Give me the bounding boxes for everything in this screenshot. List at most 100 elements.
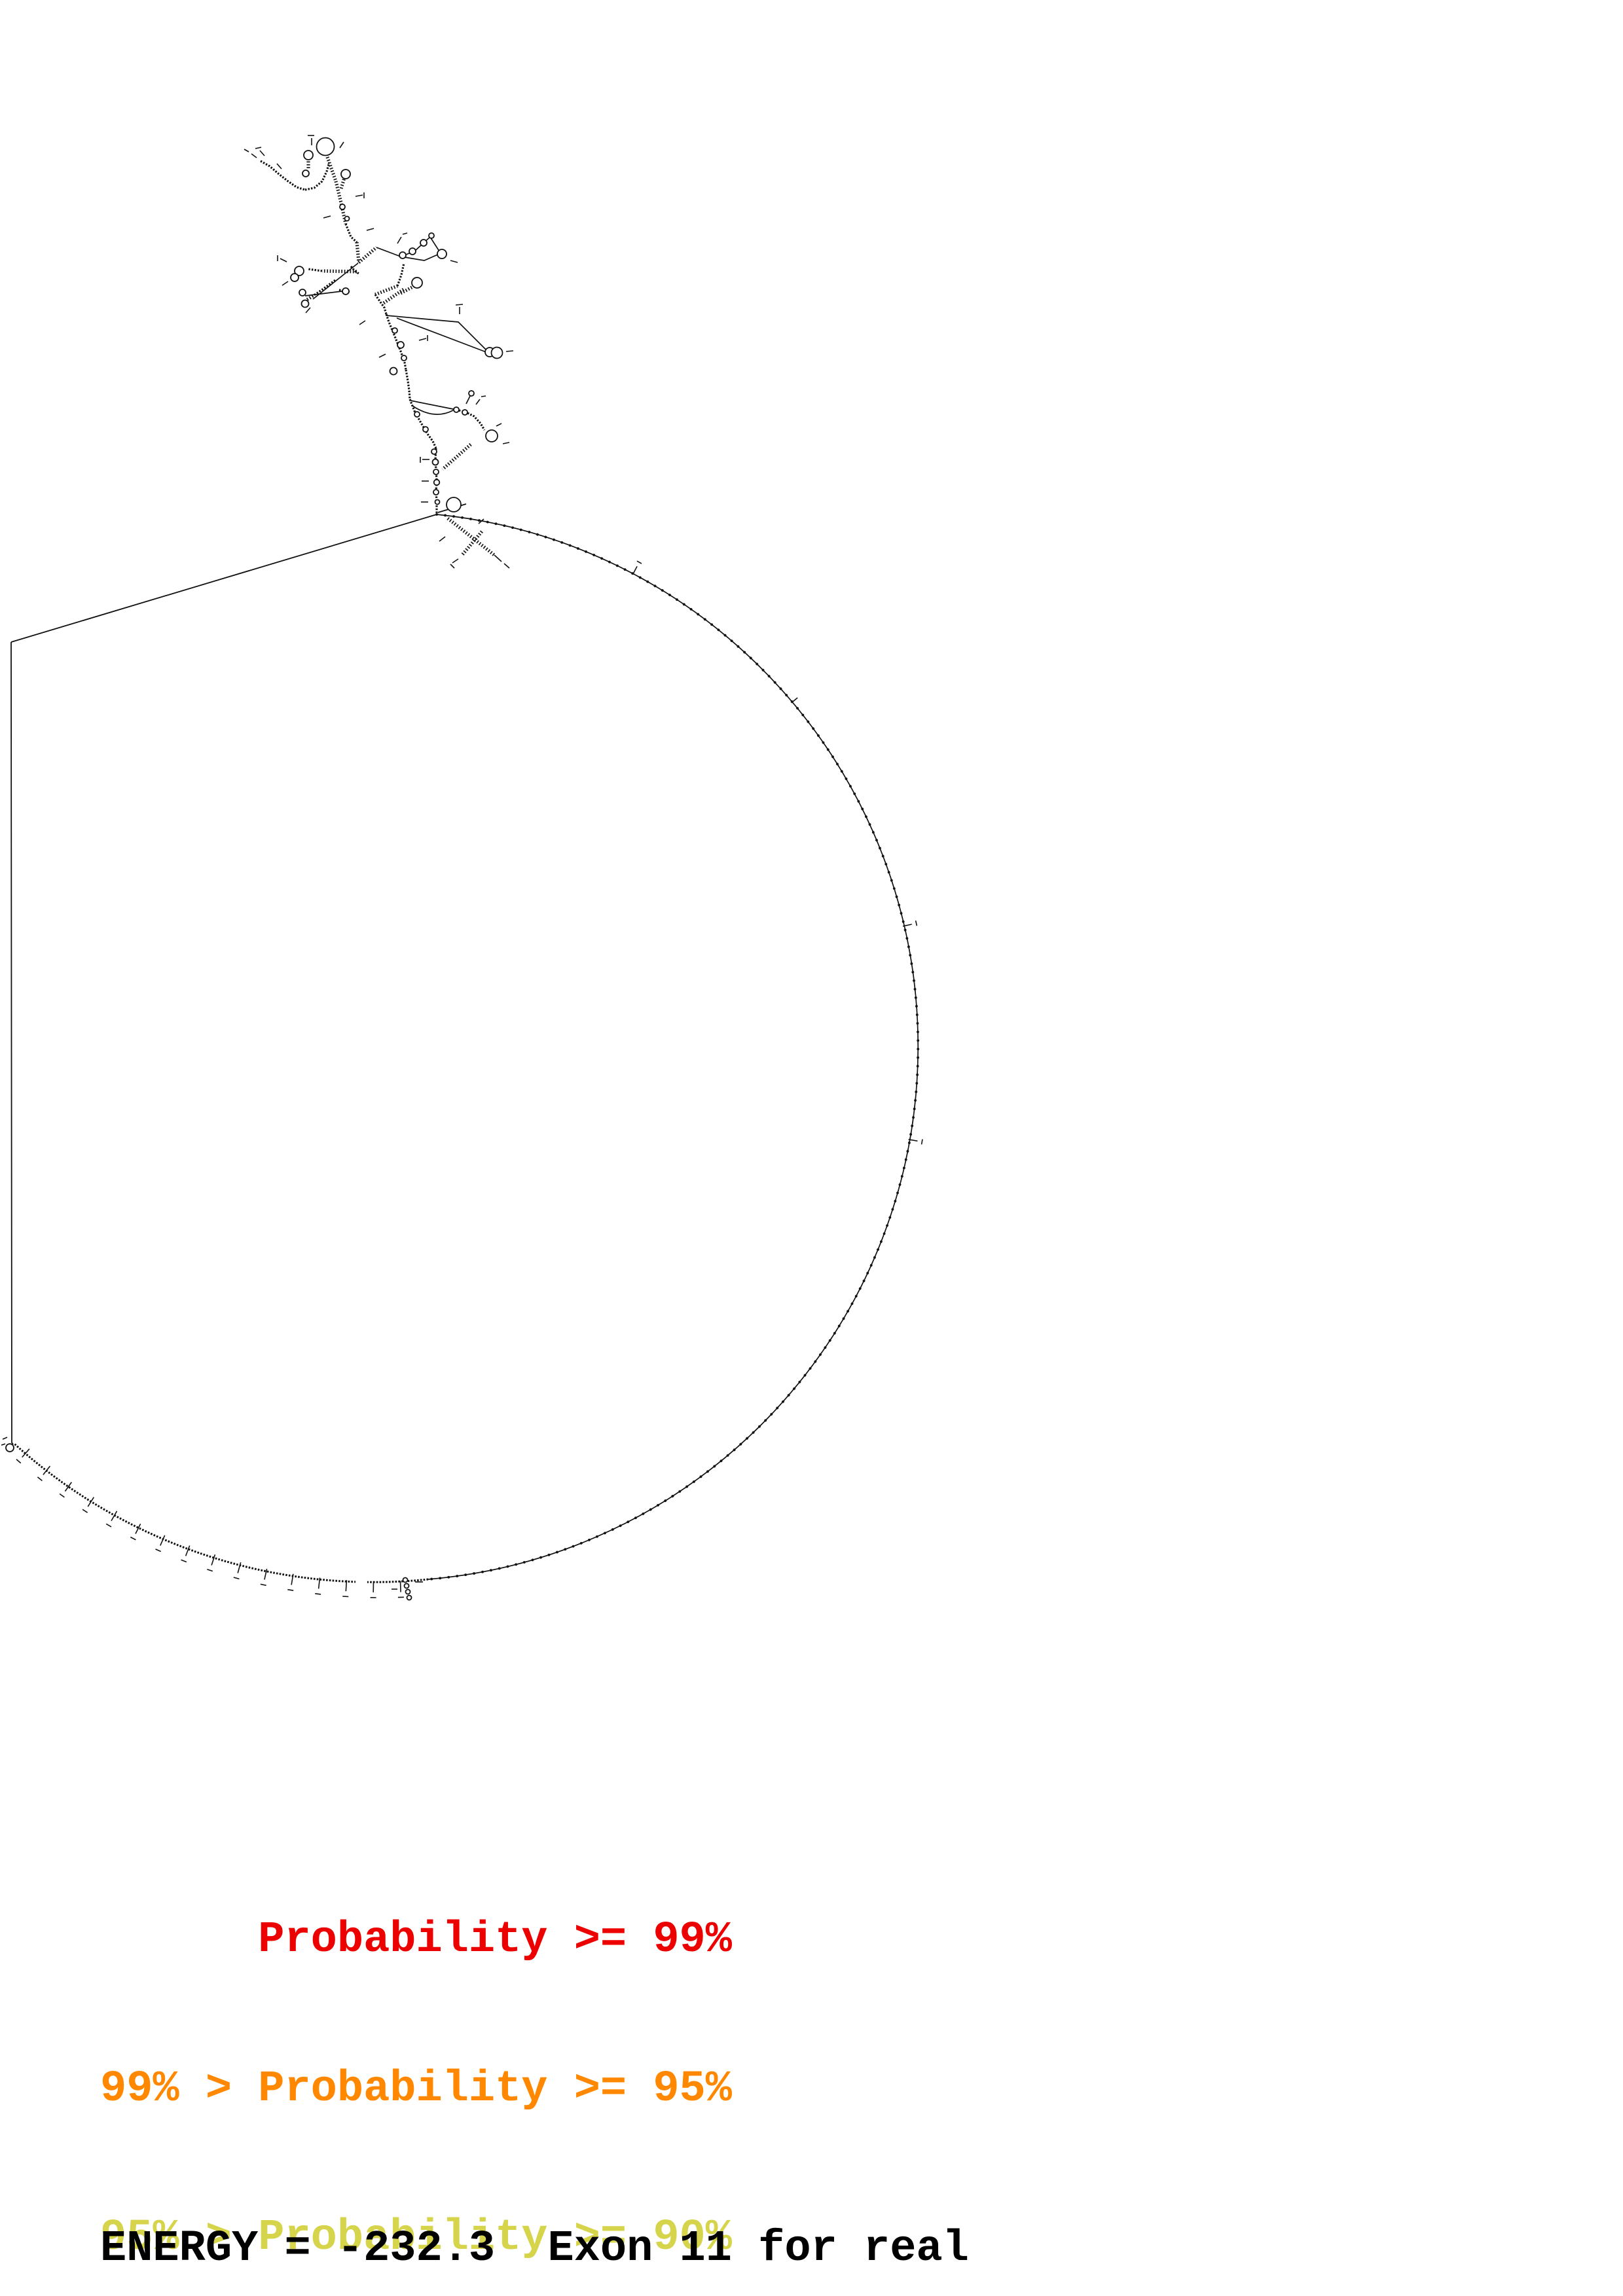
hairpin-loop [301, 299, 310, 308]
chain [344, 223, 358, 243]
arc-tick [291, 1573, 294, 1585]
arc-tick [64, 1482, 72, 1492]
arc-tick [260, 1583, 266, 1587]
arc-tick [342, 1596, 349, 1598]
hairpin-loop [428, 232, 435, 239]
hairpin-loop [420, 239, 428, 247]
bulge-loop [431, 458, 439, 466]
bulge-loop [462, 409, 468, 416]
helix-stem [355, 242, 361, 263]
helix-stem [339, 177, 346, 189]
chain [409, 399, 437, 449]
connector-line [312, 262, 359, 300]
legend-line-99: Probability >= 99% [100, 1915, 732, 1965]
arc-tick [87, 1497, 94, 1507]
hairpin-loop [437, 249, 447, 259]
bulge-loop [344, 215, 350, 222]
connector-line [304, 290, 348, 296]
multiloop [342, 287, 350, 295]
arc-tick [160, 1535, 166, 1546]
bulge-loop [339, 204, 346, 210]
exterior-arc-dense [13, 1443, 429, 1583]
chain [452, 408, 486, 431]
connector-line [465, 395, 471, 404]
chain [405, 369, 411, 400]
exterior-arc-sparse [428, 514, 919, 1580]
folded-structure [244, 135, 514, 569]
exterior-loop [1, 513, 923, 1601]
chain [374, 294, 388, 315]
arc-tick [59, 1493, 65, 1498]
connector-line [396, 317, 490, 354]
probability-legend: Probability >= 99% 99% > Probability >= … [100, 1817, 732, 2296]
bulge-loop [414, 411, 420, 418]
helix-stem [460, 530, 483, 557]
helix-stem [304, 294, 314, 302]
helix-stem [441, 443, 472, 471]
bulge-loop [397, 341, 405, 349]
arc-tick [233, 1577, 240, 1580]
arc-gap [356, 1575, 367, 1584]
hairpin-loop [299, 289, 306, 296]
interior-loop [446, 497, 462, 512]
arc-tick [135, 1523, 141, 1534]
arc-tick [211, 1554, 216, 1566]
bulge-loop [434, 499, 441, 505]
arc-tick [902, 924, 912, 927]
arc-tick [264, 1568, 268, 1580]
bulge-loop [433, 489, 439, 495]
legend-line-90-95: 95% > Probability >= 90% [100, 2212, 732, 2263]
hairpin-loop [389, 367, 398, 376]
arc-tick [185, 1545, 191, 1556]
exterior-left-edge [10, 641, 14, 1445]
arc-tick [636, 560, 642, 564]
arc-tick [181, 1559, 187, 1563]
hairpin-loop [294, 266, 304, 276]
hairpin-loop [485, 429, 498, 442]
hairpin-loop [340, 169, 351, 179]
arc-tick [130, 1536, 136, 1541]
hairpin-loop [409, 247, 416, 255]
arc-tick [207, 1568, 213, 1572]
bulge-loop [422, 426, 429, 433]
hairpin-loop [303, 150, 314, 160]
helix-stem [325, 156, 338, 182]
hairpin-loop [468, 390, 475, 397]
arc-tick [111, 1511, 118, 1521]
arc-tick [155, 1549, 162, 1552]
end-dash [2, 1437, 8, 1440]
arc-tick [105, 1523, 112, 1528]
bulge-loop [431, 448, 437, 455]
chain [304, 162, 331, 191]
energy-caption: ENERGY = -232.3 Exon 11 for real [100, 2224, 969, 2274]
connector-line [494, 554, 502, 562]
chain [350, 265, 359, 275]
hairpin-loop [316, 137, 335, 156]
hairpin-loop [302, 170, 310, 177]
helix-stem [382, 287, 406, 305]
bulge-loop [433, 469, 439, 475]
hairpin-loop [290, 273, 299, 282]
arc-tick [82, 1509, 88, 1513]
end-dash [1, 1443, 6, 1446]
helix-stem [374, 284, 398, 296]
hairpin-loop [399, 251, 407, 259]
hairpin-loop [411, 277, 423, 289]
arc-tick [237, 1562, 242, 1573]
connector-line [410, 400, 454, 410]
exterior-end-loop [5, 1443, 14, 1452]
helix-stem [447, 516, 496, 557]
arc-ticks [16, 560, 923, 1598]
chain [396, 262, 405, 287]
exterior-arc-bases [427, 513, 920, 1581]
arc-tick [915, 920, 918, 926]
helix-stem [321, 269, 357, 274]
arc-tick [37, 1477, 43, 1482]
connector-bow [412, 405, 454, 415]
loop-circles [290, 137, 503, 512]
helix-stem [357, 246, 378, 264]
connector-line [386, 315, 488, 351]
exterior-chord [10, 514, 437, 643]
